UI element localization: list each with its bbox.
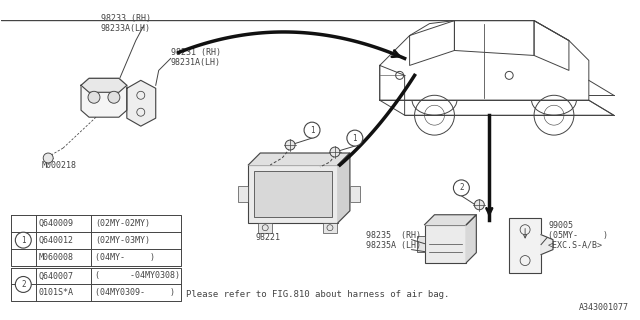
Circle shape [44, 153, 53, 163]
Text: Q640012: Q640012 [38, 236, 73, 245]
Circle shape [15, 276, 31, 292]
Polygon shape [127, 80, 156, 126]
Circle shape [108, 91, 120, 103]
Circle shape [453, 180, 469, 196]
Text: 98231A(LH): 98231A(LH) [171, 59, 221, 68]
FancyBboxPatch shape [424, 225, 467, 262]
Text: 98233 (RH): 98233 (RH) [101, 14, 151, 23]
Text: M060008: M060008 [38, 252, 73, 261]
Text: (02MY-03MY): (02MY-03MY) [95, 236, 150, 245]
Text: Q640009: Q640009 [38, 219, 73, 228]
Text: 1: 1 [353, 133, 357, 143]
Text: 98235  (RH): 98235 (RH) [366, 231, 421, 240]
Circle shape [304, 122, 320, 138]
FancyBboxPatch shape [248, 165, 338, 223]
FancyBboxPatch shape [254, 171, 332, 217]
Text: Q640007: Q640007 [38, 271, 73, 281]
Polygon shape [338, 153, 350, 223]
Text: (04MY0309-     ): (04MY0309- ) [95, 288, 175, 297]
Text: (05MY-     ): (05MY- ) [548, 231, 608, 240]
Polygon shape [81, 78, 127, 117]
Text: (04MY-     ): (04MY- ) [95, 252, 155, 261]
Circle shape [88, 91, 100, 103]
Text: <EXC.S-A/B>: <EXC.S-A/B> [548, 241, 603, 250]
Polygon shape [424, 215, 476, 225]
Circle shape [347, 130, 363, 146]
Text: 1: 1 [21, 236, 26, 245]
Polygon shape [541, 235, 553, 255]
Text: M000218: M000218 [41, 161, 76, 170]
Text: (02MY-02MY): (02MY-02MY) [95, 219, 150, 228]
Circle shape [285, 140, 295, 150]
Text: 98231 (RH): 98231 (RH) [171, 48, 221, 58]
Circle shape [474, 200, 484, 210]
Text: 98235A (LH): 98235A (LH) [366, 241, 421, 250]
Text: 99005: 99005 [548, 221, 573, 230]
Text: Please refer to FIG.810 about harness of air bag.: Please refer to FIG.810 about harness of… [186, 290, 449, 299]
Text: 98233A(LH): 98233A(LH) [101, 24, 151, 33]
Polygon shape [248, 153, 350, 165]
Text: (      -04MY0308): ( -04MY0308) [95, 271, 180, 281]
FancyBboxPatch shape [350, 186, 360, 202]
FancyBboxPatch shape [238, 186, 248, 202]
Circle shape [15, 232, 31, 248]
FancyBboxPatch shape [509, 218, 541, 273]
Text: 1: 1 [310, 126, 314, 135]
Text: 98221: 98221 [255, 233, 280, 242]
FancyBboxPatch shape [323, 223, 337, 233]
Text: 0101S*A: 0101S*A [38, 288, 73, 297]
Text: 2: 2 [459, 183, 464, 192]
Text: A343001077: A343001077 [579, 303, 628, 312]
Polygon shape [81, 78, 127, 92]
FancyBboxPatch shape [417, 236, 424, 252]
FancyBboxPatch shape [259, 223, 272, 233]
Text: 2: 2 [21, 280, 26, 289]
Polygon shape [467, 215, 476, 262]
Circle shape [330, 147, 340, 157]
